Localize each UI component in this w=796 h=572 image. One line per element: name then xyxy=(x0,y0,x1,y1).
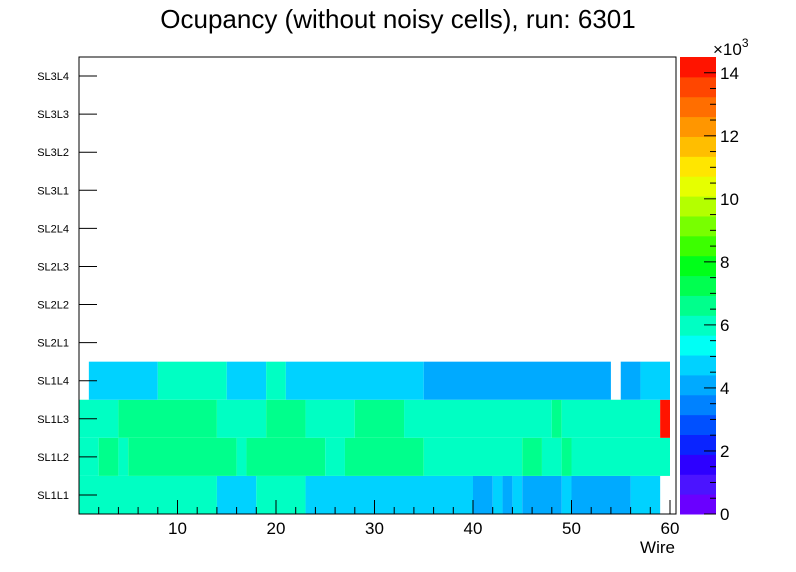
z-tick-label: 12 xyxy=(720,127,739,146)
heatmap-cell-sl1l4-7 xyxy=(640,361,670,400)
z-tick-label: 4 xyxy=(720,379,729,398)
heatmap-cell-sl1l3-7 xyxy=(551,399,562,438)
z-tick-label: 0 xyxy=(720,505,729,524)
palette-swatch xyxy=(680,116,716,137)
axis-ticks: 10 20 30 40 50 60 SL1L1 SL1L2 SL1L3 SL1L4 SL2L1 SL2… xyxy=(37,71,679,538)
heatmap-cell-sl1l3-1 xyxy=(118,399,217,438)
palette-swatch xyxy=(680,315,716,336)
palette-swatch xyxy=(680,474,716,495)
palette-swatch xyxy=(680,434,716,455)
palette-swatch xyxy=(680,275,716,296)
heatmap-cell-sl1l2-6 xyxy=(325,437,345,476)
palette-swatch xyxy=(680,394,716,416)
x-axis-title: Wire xyxy=(640,538,675,557)
y-tick-label-sl2l1: SL2L1 xyxy=(37,338,69,350)
heatmap-cell-sl1l2-2 xyxy=(118,437,129,476)
heatmap-cell-sl1l1-2 xyxy=(256,475,306,514)
heatmap-cell-sl1l2-5 xyxy=(246,437,326,476)
palette-swatch xyxy=(680,335,716,356)
y-tick-label-sl3l3: SL3L3 xyxy=(37,109,69,121)
heatmap-cell-sl1l2-8 xyxy=(423,437,523,476)
y-tick-label-sl1l4: SL1L4 xyxy=(37,376,69,388)
x-tick-label: 60 xyxy=(661,519,680,538)
heatmap-cell-sl1l4-5 xyxy=(423,361,611,400)
z-multiplier-label: ×103 xyxy=(713,36,749,59)
x-tick-label: 10 xyxy=(168,519,187,538)
heatmap-cell-sl1l1-6 xyxy=(502,475,513,514)
y-tick-label-sl3l2: SL3L2 xyxy=(37,147,69,159)
heatmap-cell-sl1l1-7 xyxy=(512,475,523,514)
heatmap-cell-sl1l1-8 xyxy=(522,475,562,514)
heatmap-cell-sl1l4-2 xyxy=(226,361,267,400)
y-tick-label-sl2l2: SL2L2 xyxy=(37,300,69,312)
heatmap-cells xyxy=(79,361,670,514)
palette-swatch xyxy=(680,414,716,436)
x-tick-label: 50 xyxy=(562,519,581,538)
heatmap-cell-sl1l4-3 xyxy=(266,361,286,400)
heatmap-cell-sl1l2-12 xyxy=(571,437,670,476)
heatmap-cell-sl1l1-4 xyxy=(473,475,493,514)
heatmap-cell-sl1l4-1 xyxy=(157,361,227,400)
heatmap-cell-sl1l3-3 xyxy=(266,399,306,438)
x-tick-label: 40 xyxy=(464,519,483,538)
heatmap-cell-sl1l1-3 xyxy=(305,475,473,514)
heatmap-cell-sl1l3-8 xyxy=(561,399,661,438)
heatmap-cell-sl1l4-6 xyxy=(620,361,641,400)
x-tick-label: 20 xyxy=(267,519,286,538)
y-tick-label-sl2l4: SL2L4 xyxy=(37,223,69,235)
palette-swatch xyxy=(680,494,716,515)
heatmap-cell-sl1l1-11 xyxy=(630,475,661,514)
palette-swatch xyxy=(680,176,716,197)
y-tick-label-sl3l4: SL3L4 xyxy=(37,71,69,83)
z-multiplier-base: ×10 xyxy=(713,40,742,59)
plot-frame xyxy=(78,56,677,515)
palette-swatch xyxy=(680,355,716,376)
chart-title: Ocupancy (without noisy cells), run: 630… xyxy=(160,4,635,34)
heatmap-cell-sl1l3-4 xyxy=(305,399,355,438)
z-multiplier-exponent: 3 xyxy=(742,36,749,50)
z-tick-label: 8 xyxy=(720,253,729,272)
z-tick-label: 6 xyxy=(720,316,729,335)
palette-swatch xyxy=(680,215,716,237)
heatmap-cell-sl1l3-9 xyxy=(660,399,670,438)
y-tick-label-sl1l3: SL1L3 xyxy=(37,414,69,426)
palette-swatch xyxy=(680,295,716,316)
heatmap-cell-sl1l2-3 xyxy=(128,437,237,476)
x-tick-label: 30 xyxy=(365,519,384,538)
heatmap-cell-sl1l4-0 xyxy=(88,361,158,400)
heatmap-cell-sl1l2-9 xyxy=(522,437,542,476)
palette-swatch xyxy=(680,235,716,257)
heatmap-cell-sl1l1-9 xyxy=(561,475,572,514)
heatmap-cell-sl1l2-4 xyxy=(236,437,247,476)
palette-swatch xyxy=(680,136,716,157)
palette-swatch xyxy=(680,76,716,98)
y-tick-label-sl3l1: SL3L1 xyxy=(37,185,69,197)
palette-swatch xyxy=(680,196,716,217)
z-tick-label: 14 xyxy=(720,64,739,83)
palette-swatch xyxy=(680,96,716,118)
heatmap-cell-sl1l2-10 xyxy=(541,437,562,476)
heatmap-cell-sl1l1-5 xyxy=(492,475,503,514)
z-tick-label: 10 xyxy=(720,190,739,209)
heatmap-cell-sl1l3-6 xyxy=(404,399,552,438)
heatmap-cell-sl1l4-4 xyxy=(285,361,424,400)
heatmap-cell-sl1l2-11 xyxy=(561,437,572,476)
heatmap-cell-sl1l3-5 xyxy=(354,399,405,438)
heatmap-cell-sl1l1-0 xyxy=(79,475,217,514)
heatmap-cell-sl1l3-2 xyxy=(216,399,267,438)
y-tick-label-sl1l2: SL1L2 xyxy=(37,452,69,464)
color-palette: 0 2 4 6 8 10 12 14 xyxy=(680,57,739,524)
palette-swatch xyxy=(680,255,716,277)
z-tick-label: 2 xyxy=(720,442,729,461)
y-tick-label-sl1l1: SL1L1 xyxy=(37,490,69,502)
heatmap-cell-sl1l2-1 xyxy=(98,437,119,476)
palette-swatch xyxy=(680,454,716,475)
y-tick-label-sl2l3: SL2L3 xyxy=(37,261,69,273)
heatmap-cell-sl1l1-10 xyxy=(571,475,631,514)
palette-swatch xyxy=(680,374,716,396)
palette-swatch xyxy=(680,156,716,177)
heatmap-cell-sl1l2-7 xyxy=(344,437,424,476)
palette-swatch xyxy=(680,57,716,78)
